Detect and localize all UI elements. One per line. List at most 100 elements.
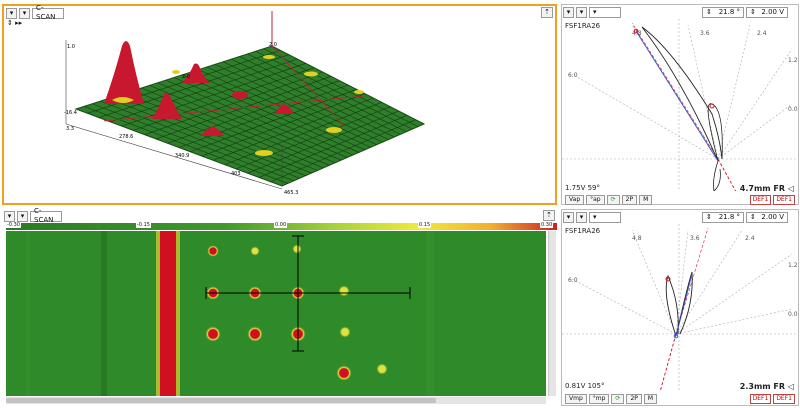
dropdown-icon[interactable]: ▾ xyxy=(563,6,574,18)
colorbar-ticks: -0.30 -0.15 0.00 0.15 0.30 xyxy=(6,222,557,230)
colorbar-tick: -0.15 xyxy=(136,222,151,228)
readout-voltage-phase: 1.75V 59° xyxy=(565,184,601,192)
pin-icon[interactable]: ⇡ xyxy=(541,7,553,18)
axis-label: 1.0 xyxy=(67,44,75,50)
voltage-value: 2.00 V xyxy=(761,212,784,221)
scale-label: 2.4 xyxy=(757,30,767,37)
view-select[interactable]: ▾ xyxy=(589,211,621,223)
view-select[interactable]: ▾ xyxy=(589,6,621,18)
cscan-2d-panel: ▾ ▾ C-SCAN ⇡ -0.30 -0.15 0.00 0.15 0.30 xyxy=(2,207,557,406)
refresh-icon[interactable]: ⟳ xyxy=(606,195,620,205)
rotate-icon[interactable]: ⇕ ▸▸ xyxy=(7,19,23,27)
axis-label: 2.0 xyxy=(182,74,190,80)
grid-line xyxy=(110,58,298,123)
grid-line xyxy=(178,84,349,148)
impedance-plot[interactable]: 4.8 3.6 2.4 1.2 6.0 0.0 xyxy=(562,224,798,392)
voltage-field[interactable]: ⇕ 2.00 V xyxy=(746,6,788,18)
colorbar-tick: 0.00 xyxy=(274,222,288,228)
scrollbar-thumb[interactable] xyxy=(6,398,436,403)
two-point-button[interactable]: 2P xyxy=(626,394,642,404)
def1-button[interactable]: DEF1 xyxy=(773,195,795,205)
grid-line xyxy=(121,63,306,127)
grid-line xyxy=(247,110,399,174)
dropdown-icon[interactable]: ▾ xyxy=(4,210,15,222)
impedance-bottom-toolbar: ▾ ▾ ▾ xyxy=(563,211,621,223)
vertical-scrollbar[interactable] xyxy=(548,231,556,396)
defect-spots xyxy=(205,244,388,381)
axis-label: 278.6 xyxy=(119,134,133,140)
scale-label: 6.0 xyxy=(568,72,578,79)
def1-button[interactable]: DEF1 xyxy=(749,394,772,404)
voltage-field[interactable]: ⇕ 2.00 V xyxy=(746,211,788,223)
cscan-3d-toolbar: ▾ ▾ C-SCAN xyxy=(6,4,64,21)
grid-line xyxy=(224,102,382,165)
dropdown-icon[interactable]: ▾ xyxy=(17,210,28,222)
scale-label: 3.6 xyxy=(690,235,700,242)
scale-label: 1.2 xyxy=(788,57,798,64)
scale-label: 0.0 xyxy=(788,311,798,318)
view-select-label: C-SCAN xyxy=(36,4,56,21)
axis-label: 3.3 xyxy=(66,126,74,132)
flag-icon: ◁ xyxy=(785,184,794,193)
grid-line xyxy=(167,80,340,144)
m-button[interactable]: M xyxy=(639,195,653,205)
scale-label: 0.0 xyxy=(788,106,798,113)
phase-ap-button[interactable]: °ap xyxy=(586,195,605,205)
dropdown-icon[interactable]: ▾ xyxy=(19,7,30,19)
view-select[interactable]: C-SCAN xyxy=(32,4,64,21)
stepper-icon: ⇕ xyxy=(706,212,712,221)
dropdown-icon[interactable]: ▾ xyxy=(6,7,17,19)
view-select-label: C-SCAN xyxy=(34,207,54,224)
impedance-plane-top: ▾ ▾ ▾ ⇕ 21.8 ° ⇕ 2.00 V FSF1RA26 4.8 3.6… xyxy=(561,4,799,205)
gain-controls: ⇕ 21.8 ° ⇕ 2.00 V xyxy=(702,211,788,223)
readout-depth-value: 2.3mm FR xyxy=(739,382,786,391)
colorbar-tick: 0.30 xyxy=(540,222,554,228)
dropdown-icon[interactable]: ▾ xyxy=(576,6,587,18)
dropdown-icon[interactable]: ▾ xyxy=(576,211,587,223)
crosshair-cursor[interactable] xyxy=(205,235,411,352)
impedance-plane-bottom: ▾ ▾ ▾ ⇕ 21.8 ° ⇕ 2.00 V FSF1RA26 4.8 3.6… xyxy=(561,209,799,406)
axis-label: -16.4 xyxy=(64,110,77,116)
grid-line xyxy=(236,106,391,170)
axis-label: 465.3 xyxy=(284,190,298,196)
stepper-icon: ⇕ xyxy=(750,212,756,221)
impedance-top-toolbar: ▾ ▾ ▾ xyxy=(563,6,621,18)
impedance-plot[interactable]: 4.8 3.6 2.4 1.2 6.0 0.0 xyxy=(562,19,798,191)
grid-line xyxy=(144,71,323,135)
view-select[interactable]: C-SCAN xyxy=(30,207,62,224)
cscan-2d-toolbar: ▾ ▾ C-SCAN xyxy=(4,207,62,224)
angle-field[interactable]: ⇕ 21.8 ° xyxy=(702,6,744,18)
grid-line xyxy=(98,54,289,118)
cscan-image[interactable] xyxy=(6,231,546,396)
refresh-icon[interactable]: ⟳ xyxy=(611,394,625,404)
scale-label: 4.8 xyxy=(632,235,642,242)
readout-depth-value: 4.7mm FR xyxy=(739,184,786,193)
dropdown-icon[interactable]: ▾ xyxy=(563,211,574,223)
horizontal-scrollbar[interactable] xyxy=(6,397,546,404)
cscan-3d-surface: 1.0 2.0 2.0 -16.4 3.3 278.6 340.9 403 46… xyxy=(64,11,426,196)
colorbar-tick: -0.30 xyxy=(6,222,21,228)
cscan-3d-panel: ▾ ▾ C-SCAN ⇡ ⇕ ▸▸ xyxy=(2,4,557,205)
def1-button[interactable]: DEF1 xyxy=(749,195,772,205)
m-button[interactable]: M xyxy=(643,394,658,404)
scale-label: 2.4 xyxy=(745,235,755,242)
pin-icon[interactable]: ⇡ xyxy=(543,210,555,221)
axis-label: 2.0 xyxy=(269,42,277,48)
impedance-top-buttons: Vap °ap ⟳ 2P M xyxy=(565,194,653,206)
stepper-icon: ⇕ xyxy=(706,7,712,16)
angle-field[interactable]: ⇕ 21.8 ° xyxy=(702,211,744,223)
axis-label: 403 xyxy=(231,171,241,177)
stepper-icon: ⇕ xyxy=(750,7,756,16)
grid-line xyxy=(213,97,374,161)
grid-line xyxy=(201,93,365,157)
angle-value: 21.8 ° xyxy=(718,7,740,16)
grid-line xyxy=(133,67,315,131)
probe-id: FSF1RA26 xyxy=(565,22,601,30)
two-point-button[interactable]: 2P xyxy=(621,195,638,205)
phase-mp-button[interactable]: °mp xyxy=(588,394,610,404)
vap-button[interactable]: Vap xyxy=(565,195,585,205)
def1-button[interactable]: DEF1 xyxy=(773,394,795,404)
vmp-button[interactable]: Vmp xyxy=(565,394,587,404)
colorbar-tick: 0.15 xyxy=(418,222,432,228)
voltage-value: 2.00 V xyxy=(761,7,784,16)
